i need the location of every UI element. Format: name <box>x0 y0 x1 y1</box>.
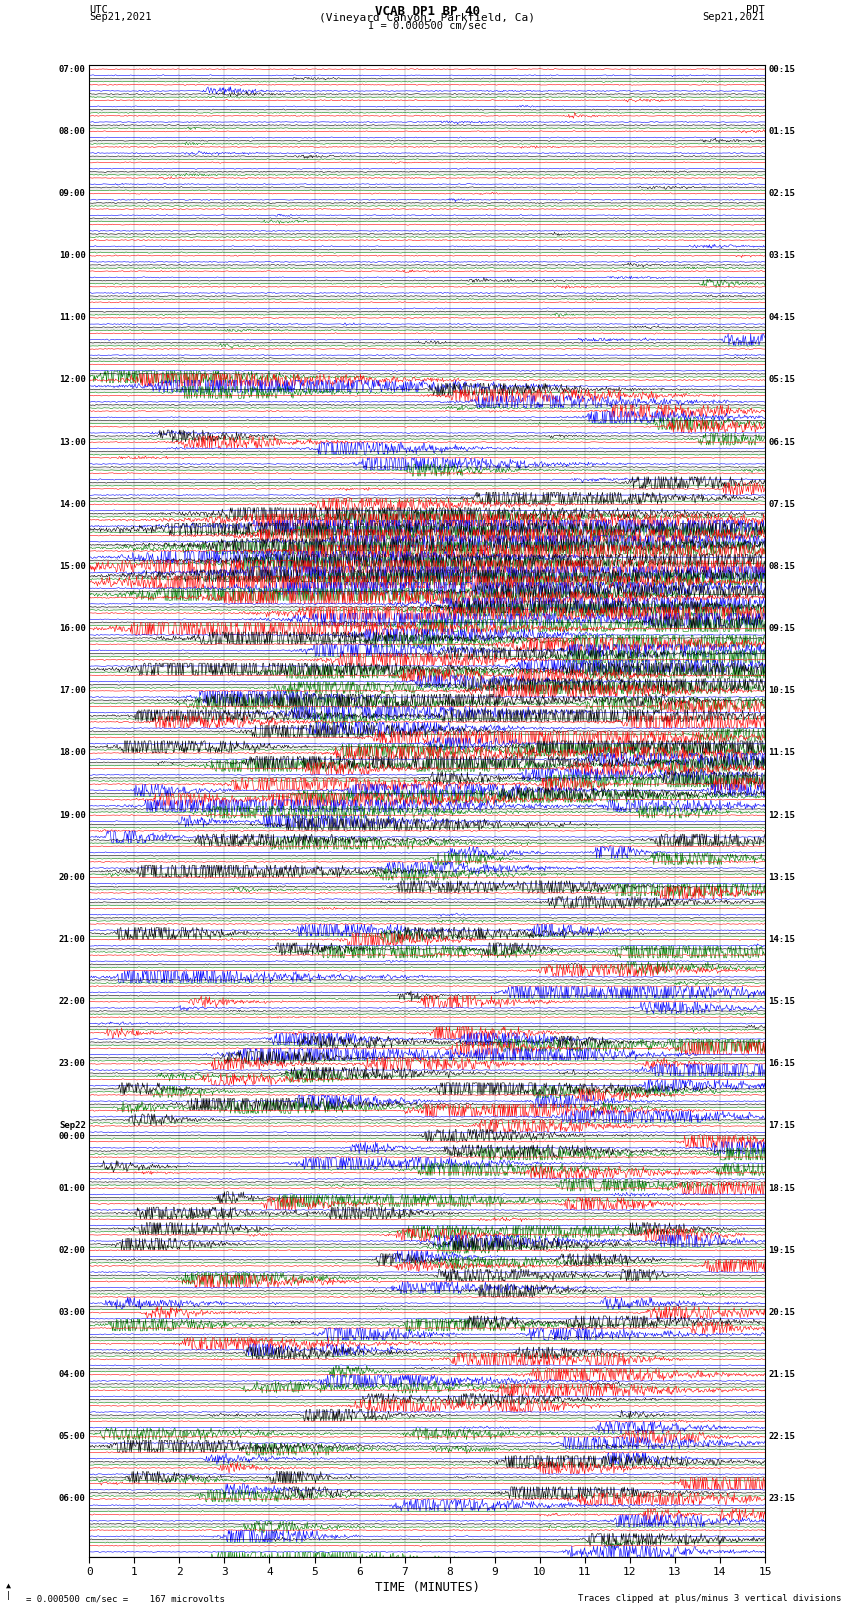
Text: 07:15: 07:15 <box>768 500 796 508</box>
Text: 14:15: 14:15 <box>768 936 796 944</box>
Text: 05:00: 05:00 <box>59 1432 86 1440</box>
Text: 15:00: 15:00 <box>59 561 86 571</box>
Text: 02:15: 02:15 <box>768 189 796 198</box>
Text: 09:15: 09:15 <box>768 624 796 632</box>
Text: 22:00: 22:00 <box>59 997 86 1007</box>
Text: 22:15: 22:15 <box>768 1432 796 1440</box>
Text: 17:00: 17:00 <box>59 686 86 695</box>
Text: 23:00: 23:00 <box>59 1060 86 1068</box>
Text: 06:15: 06:15 <box>768 437 796 447</box>
Text: 04:15: 04:15 <box>768 313 796 323</box>
Text: 02:00: 02:00 <box>59 1245 86 1255</box>
Text: 18:00: 18:00 <box>59 748 86 758</box>
Text: ▲
|: ▲ | <box>6 1581 11 1600</box>
Text: 06:00: 06:00 <box>59 1494 86 1503</box>
X-axis label: TIME (MINUTES): TIME (MINUTES) <box>375 1581 479 1594</box>
Text: 11:00: 11:00 <box>59 313 86 323</box>
Text: Sep21,2021: Sep21,2021 <box>702 11 765 23</box>
Text: 19:15: 19:15 <box>768 1245 796 1255</box>
Text: 01:00: 01:00 <box>59 1184 86 1192</box>
Text: 12:15: 12:15 <box>768 810 796 819</box>
Text: 12:00: 12:00 <box>59 376 86 384</box>
Text: VCAB DP1 BP 40: VCAB DP1 BP 40 <box>375 5 479 18</box>
Text: (Vineyard Canyon, Parkfield, Ca): (Vineyard Canyon, Parkfield, Ca) <box>319 13 536 23</box>
Text: Sep21,2021: Sep21,2021 <box>89 11 152 23</box>
Text: I = 0.000500 cm/sec: I = 0.000500 cm/sec <box>368 21 486 31</box>
Text: 13:00: 13:00 <box>59 437 86 447</box>
Text: 03:15: 03:15 <box>768 252 796 260</box>
Text: 20:15: 20:15 <box>768 1308 796 1316</box>
Text: = 0.000500 cm/sec =    167 microvolts: = 0.000500 cm/sec = 167 microvolts <box>26 1594 224 1603</box>
Text: 10:15: 10:15 <box>768 686 796 695</box>
Text: 18:15: 18:15 <box>768 1184 796 1192</box>
Text: UTC: UTC <box>89 5 108 15</box>
Text: 19:00: 19:00 <box>59 810 86 819</box>
Text: 11:15: 11:15 <box>768 748 796 758</box>
Text: 17:15: 17:15 <box>768 1121 796 1131</box>
Text: 09:00: 09:00 <box>59 189 86 198</box>
Text: PDT: PDT <box>746 5 765 15</box>
Text: Traces clipped at plus/minus 3 vertical divisions: Traces clipped at plus/minus 3 vertical … <box>578 1594 842 1603</box>
Text: 21:15: 21:15 <box>768 1369 796 1379</box>
Text: 13:15: 13:15 <box>768 873 796 882</box>
Text: 00:15: 00:15 <box>768 65 796 74</box>
Text: 04:00: 04:00 <box>59 1369 86 1379</box>
Text: 05:15: 05:15 <box>768 376 796 384</box>
Text: 07:00: 07:00 <box>59 65 86 74</box>
Text: 03:00: 03:00 <box>59 1308 86 1316</box>
Text: 16:15: 16:15 <box>768 1060 796 1068</box>
Text: 08:00: 08:00 <box>59 127 86 135</box>
Text: 20:00: 20:00 <box>59 873 86 882</box>
Text: Sep22
00:00: Sep22 00:00 <box>59 1121 86 1140</box>
Text: 15:15: 15:15 <box>768 997 796 1007</box>
Text: 16:00: 16:00 <box>59 624 86 632</box>
Text: 14:00: 14:00 <box>59 500 86 508</box>
Text: 10:00: 10:00 <box>59 252 86 260</box>
Text: 23:15: 23:15 <box>768 1494 796 1503</box>
Text: 21:00: 21:00 <box>59 936 86 944</box>
Text: 01:15: 01:15 <box>768 127 796 135</box>
Text: 08:15: 08:15 <box>768 561 796 571</box>
